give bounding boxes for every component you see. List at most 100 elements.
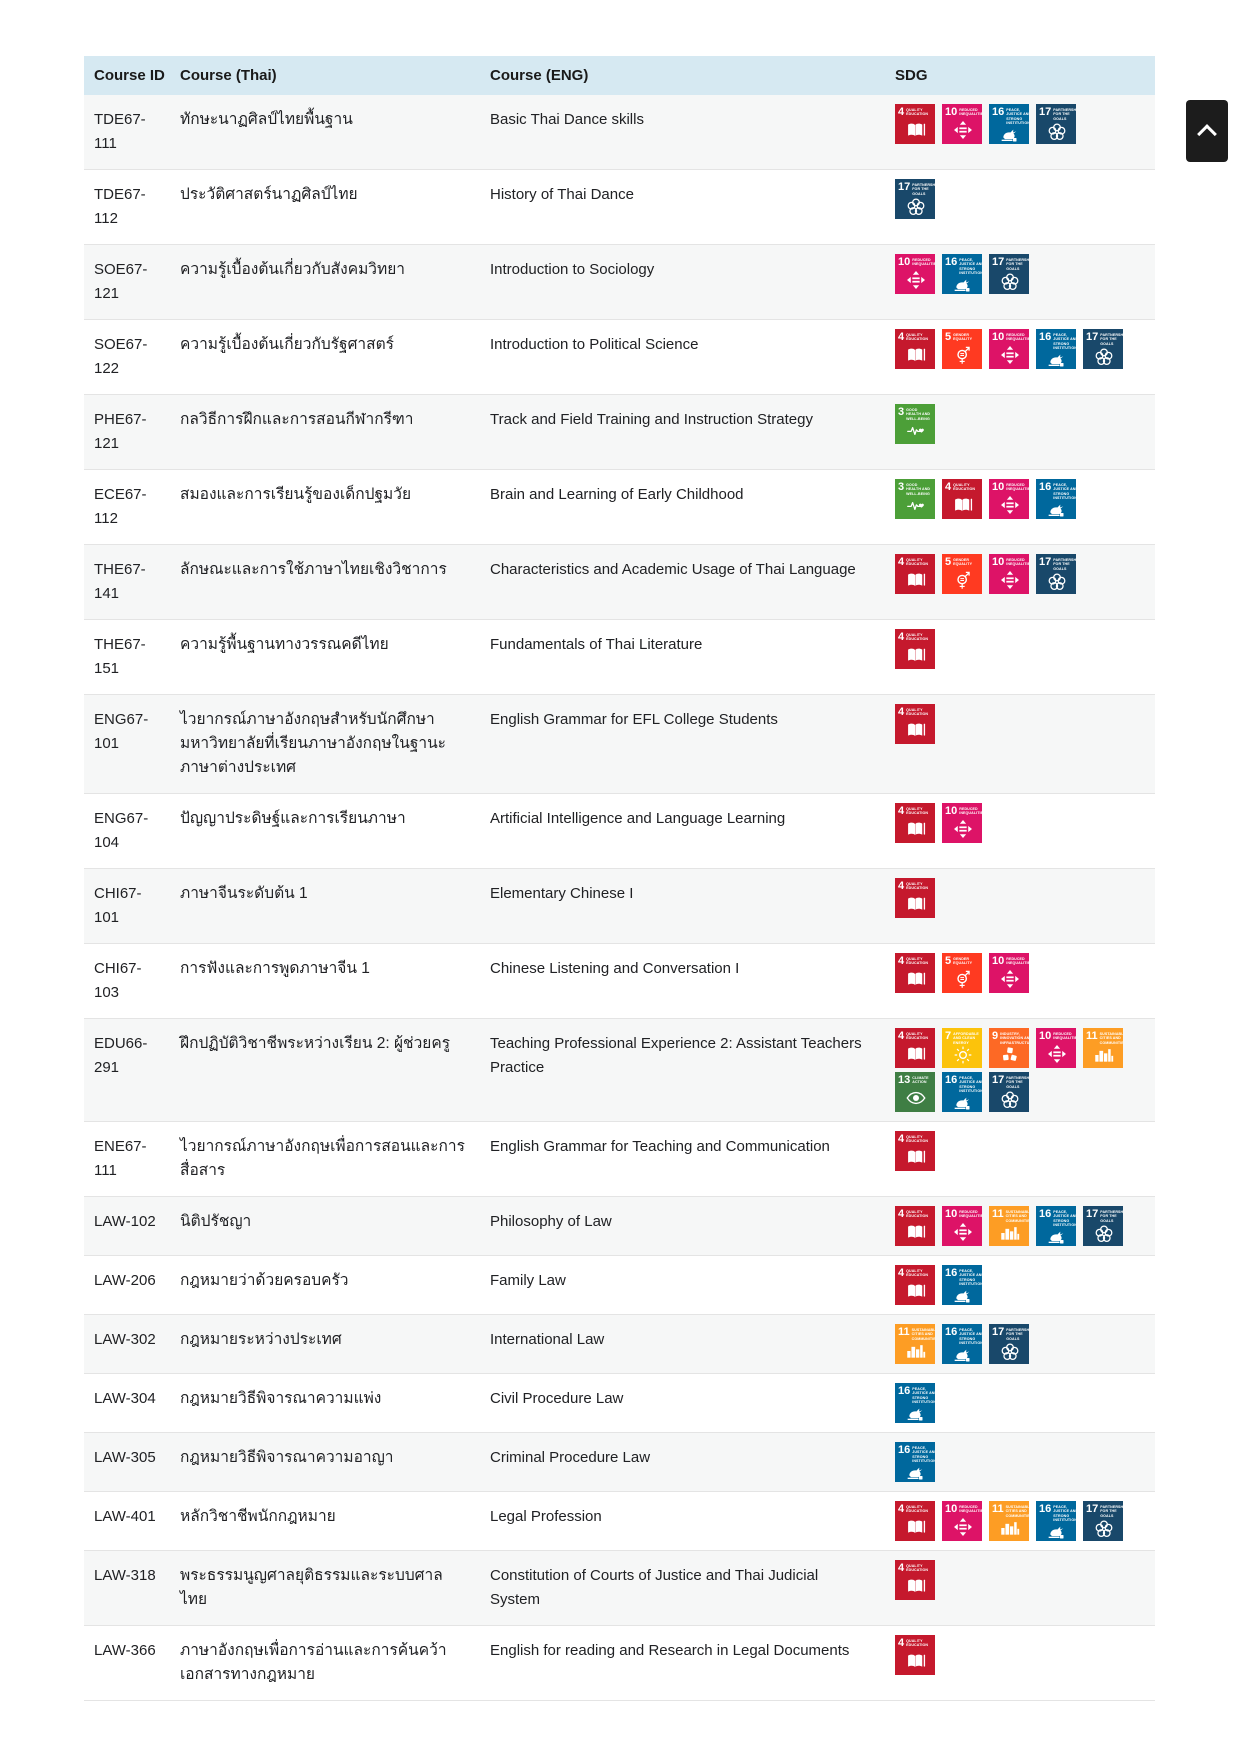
course-id-cell: ECE67-112 <box>94 486 147 527</box>
sdg-icon-group: 4 Quality Education <box>895 704 1127 744</box>
sdg-goal-17-icon: 17Partnerships for the Goals <box>1036 554 1076 594</box>
sdg-cell: 3 Good Health and Well-Being <box>885 395 1155 470</box>
table-row: LAW-102 นิติปรัชญา Philosophy of Law 4 Qu… <box>84 1196 1155 1256</box>
table-row: ENG67-101 ไวยากรณ์ภาษาอังกฤษสำหรับนักศึก… <box>84 694 1155 794</box>
table-row: CHI67-101 ภาษาจีนระดับต้น 1 Elementary C… <box>84 868 1155 944</box>
course-eng-cell: History of Thai Dance <box>490 186 634 203</box>
course-thai-cell: กลวิธีการฝึกและการสอนกีฬากรีฑา <box>180 411 414 428</box>
sdg-goal-9-icon: 9Industry, Innovation and Infrastructure <box>989 1028 1029 1068</box>
course-thai-cell: ประวัติศาสตร์นาฏศิลป์ไทย <box>180 186 358 203</box>
course-eng-cell: International Law <box>490 1331 605 1348</box>
sdg-icon-group: 4Quality Education10Reduced Inequalities… <box>895 1501 1127 1541</box>
sdg-goal-16-icon: 16Peace, Justice and Strong Institutions <box>1036 1206 1076 1246</box>
table-row: TDE67-112 ประวัติศาสตร์นาฏศิลป์ไทย Histo… <box>84 169 1155 245</box>
sdg-goal-3-icon: 3 Good Health and Well-Being <box>895 404 935 444</box>
course-id-cell: LAW-102 <box>94 1213 156 1230</box>
table-row: LAW-305 กฎหมายวิธีพิจารณาความอาญา Crimin… <box>84 1432 1155 1492</box>
course-thai-cell: กฎหมายวิธีพิจารณาความแพ่ง <box>180 1390 382 1407</box>
scroll-to-top-button[interactable] <box>1186 100 1228 162</box>
sdg-goal-16-icon: 16Peace, Justice and Strong Institutions <box>989 104 1029 144</box>
course-id-cell: LAW-305 <box>94 1449 156 1466</box>
sdg-cell: 10Reduced Inequalities16Peace, Justice a… <box>885 245 1155 320</box>
course-eng-cell: Criminal Procedure Law <box>490 1449 651 1466</box>
sdg-goal-16-icon: 16Peace, Justice and Strong Institutions <box>895 1383 935 1423</box>
course-id-cell: LAW-206 <box>94 1272 156 1289</box>
course-id-cell: LAW-302 <box>94 1331 156 1348</box>
sdg-cell: 3 Good Health and Well-Being 4 Quality Educ… <box>885 470 1155 545</box>
course-thai-cell: ความรู้เบื้องต้นเกี่ยวกับรัฐศาสตร์ <box>180 336 394 353</box>
sdg-cell: 16Peace, Justice and Strong Institutions <box>885 1374 1155 1433</box>
sdg-goal-5-icon: 5 Gender Equality <box>942 953 982 993</box>
sdg-goal-17-icon: 17Partnerships for the Goals <box>1083 1501 1123 1541</box>
sdg-goal-4-icon: 4 Quality Education <box>895 1635 935 1675</box>
sdg-goal-10-icon: 10Reduced Inequalities <box>989 479 1029 519</box>
sdg-cell: 4 Quality Education 5 Gender Equality 10 Redu… <box>885 944 1155 1019</box>
sdg-goal-3-icon: 3 Good Health and Well-Being <box>895 479 935 519</box>
table-row: LAW-304 กฎหมายวิธีพิจารณาความแพ่ง Civil … <box>84 1373 1155 1433</box>
sdg-icon-group: 4Quality Education16Peace, Justice and S… <box>895 1265 1127 1305</box>
course-thai-cell: ภาษาอังกฤษเพื่อการอ่านและการค้นคว้าเอกสา… <box>180 1642 447 1683</box>
sdg-icon-group: 4 Quality Education 5 Gender Equality 10 Redu… <box>895 953 1127 993</box>
course-thai-cell: ภาษาจีนระดับต้น 1 <box>180 885 308 902</box>
sdg-cell: 4Quality Education10Reduced Inequalities… <box>885 1197 1155 1256</box>
sdg-goal-11-icon: 11Sustainable Cities and Communities <box>989 1501 1029 1541</box>
sdg-cell: 4Quality Education16Peace, Justice and S… <box>885 1256 1155 1315</box>
sdg-icon-group: 3 Good Health and Well-Being <box>895 404 1127 444</box>
sdg-goal-4-icon: 4 Quality Education <box>895 554 935 594</box>
sdg-goal-16-icon: 16Peace, Justice and Strong Institutions <box>1036 479 1076 519</box>
sdg-goal-10-icon: 10Reduced Inequalities <box>942 1206 982 1246</box>
course-eng-cell: Fundamentals of Thai Literature <box>490 636 703 653</box>
sdg-cell: 16Peace, Justice and Strong Institutions <box>885 1433 1155 1492</box>
table-row: ENE67-111 ไวยากรณ์ภาษาอังกฤษเพื่อการสอนแ… <box>84 1121 1155 1197</box>
sdg-goal-10-icon: 10Reduced Inequalities <box>942 1501 982 1541</box>
course-table-container: Course ID Course (Thai) Course (ENG) SDG… <box>84 56 1155 1701</box>
course-thai-cell: ปัญญาประดิษฐ์และการเรียนภาษา <box>180 810 406 827</box>
course-id-cell: SOE67-121 <box>94 261 148 302</box>
sdg-icon-group: 11Sustainable Cities and Communities16Pe… <box>895 1324 1127 1364</box>
sdg-goal-16-icon: 16Peace, Justice and Strong Institutions <box>1036 329 1076 369</box>
column-header-course-id: Course ID <box>94 67 165 84</box>
sdg-cell: 17Partnerships for the Goals <box>885 170 1155 245</box>
sdg-goal-10-icon: 10Reduced Inequalities <box>989 554 1029 594</box>
table-row: PHE67-121 กลวิธีการฝึกและการสอนกีฬากรีฑา… <box>84 394 1155 470</box>
sdg-goal-16-icon: 16Peace, Justice and Strong Institutions <box>942 1265 982 1305</box>
sdg-icon-group: 4 Quality Education 5 Gender Equality 10 Redu… <box>895 554 1127 594</box>
sdg-icon-group: 16Peace, Justice and Strong Institutions <box>895 1383 1127 1423</box>
sdg-goal-4-icon: 4 Quality Education <box>895 1501 935 1541</box>
course-id-cell: PHE67-121 <box>94 411 147 452</box>
sdg-cell: 4 Quality Education <box>885 1551 1155 1626</box>
course-eng-cell: English Grammar for EFL College Students <box>490 711 778 728</box>
sdg-goal-17-icon: 17Partnerships for the Goals <box>989 254 1029 294</box>
course-thai-cell: กฎหมายว่าด้วยครอบครัว <box>180 1272 349 1289</box>
sdg-icon-group: 4 Quality Education <box>895 1131 1127 1171</box>
sdg-goal-17-icon: 17Partnerships for the Goals <box>989 1072 1029 1112</box>
sdg-goal-7-icon: 7 Affordable and Clean Energy <box>942 1028 982 1068</box>
sdg-goal-16-icon: 16Peace, Justice and Strong Institutions <box>942 1072 982 1112</box>
table-row: LAW-366 ภาษาอังกฤษเพื่อการอ่านและการค้นค… <box>84 1625 1155 1701</box>
course-thai-cell: ทักษะนาฏศิลป์ไทยพื้นฐาน <box>180 111 353 128</box>
sdg-cell: 4 Quality Education 5 Gender Equality 10 Redu… <box>885 320 1155 395</box>
sdg-cell: 4Quality Education10Reduced Inequalities… <box>885 1492 1155 1551</box>
course-id-cell: TDE67-112 <box>94 186 146 227</box>
course-eng-cell: Characteristics and Academic Usage of Th… <box>490 561 856 578</box>
course-id-cell: LAW-304 <box>94 1390 156 1407</box>
course-thai-cell: ไวยากรณ์ภาษาอังกฤษสำหรับนักศึกษามหาวิทยา… <box>180 711 446 776</box>
sdg-icon-group: 4Quality Education10Reduced Inequalities <box>895 803 1127 843</box>
course-eng-cell: Track and Field Training and Instruction… <box>490 411 813 428</box>
course-eng-cell: Teaching Professional Experience 2: Assi… <box>490 1035 862 1076</box>
sdg-goal-11-icon: 11Sustainable Cities and Communities <box>895 1324 935 1364</box>
course-id-cell: ENE67-111 <box>94 1138 147 1179</box>
sdg-goal-4-icon: 4 Quality Education <box>895 1131 935 1171</box>
sdg-goal-4-icon: 4 Quality Education <box>895 953 935 993</box>
sdg-goal-10-icon: 10Reduced Inequalities <box>942 104 982 144</box>
course-id-cell: CHI67-103 <box>94 960 142 1001</box>
course-id-cell: THE67-151 <box>94 636 146 677</box>
course-id-cell: CHI67-101 <box>94 885 142 926</box>
column-header-sdg: SDG <box>895 67 928 84</box>
sdg-icon-group: 4Quality Education10Reduced Inequalities… <box>895 104 1127 144</box>
sdg-goal-16-icon: 16Peace, Justice and Strong Institutions <box>942 1324 982 1364</box>
table-row: ENG67-104 ปัญญาประดิษฐ์และการเรียนภาษา A… <box>84 793 1155 869</box>
course-eng-cell: Introduction to Political Science <box>490 336 699 353</box>
course-id-cell: THE67-141 <box>94 561 146 602</box>
course-id-cell: ENG67-104 <box>94 810 149 851</box>
